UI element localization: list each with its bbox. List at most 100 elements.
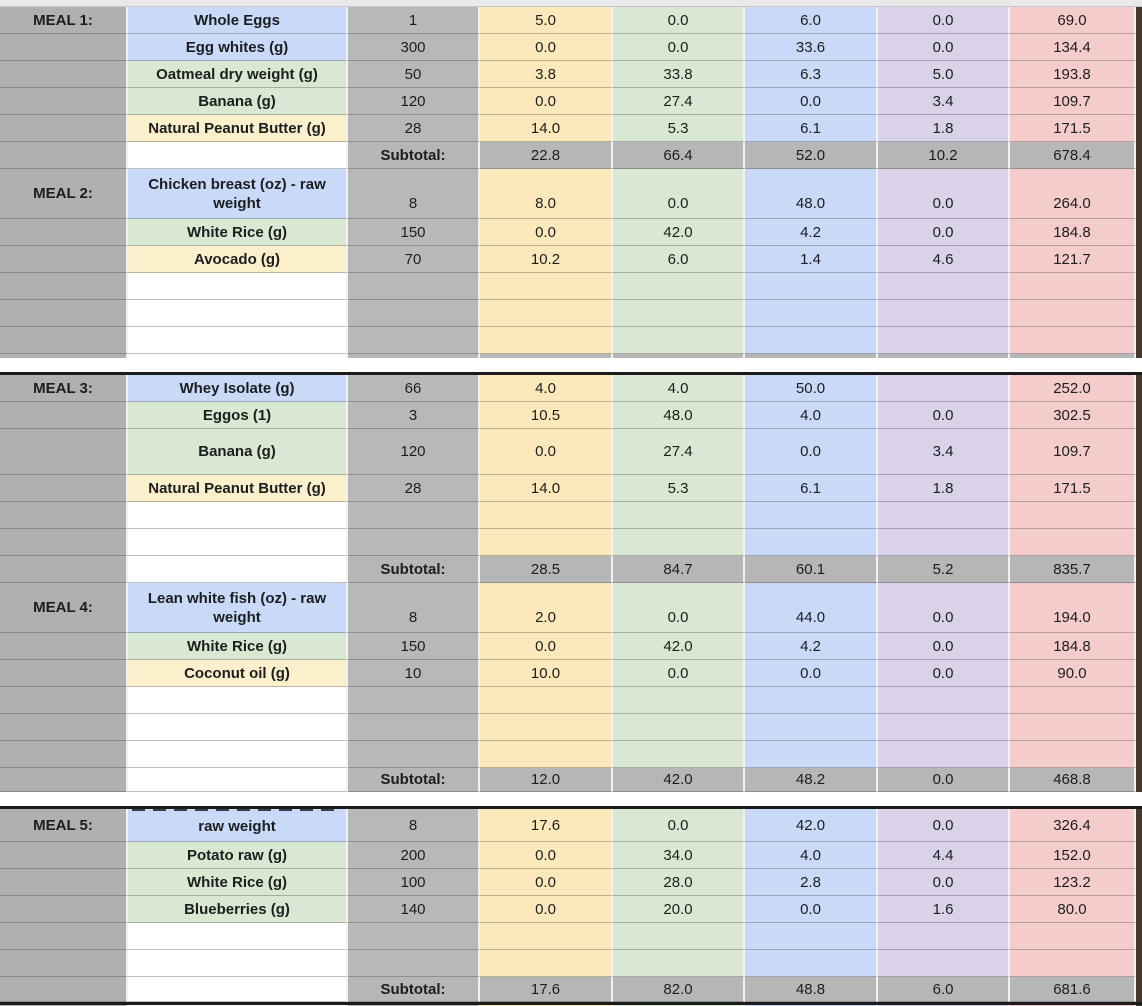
value-cell[interactable]: [480, 327, 613, 354]
value-cell[interactable]: 121.7: [1010, 246, 1136, 273]
meal-label-cell[interactable]: [0, 687, 128, 714]
value-cell[interactable]: [613, 300, 745, 327]
value-cell[interactable]: [745, 502, 878, 529]
quantity-cell[interactable]: [348, 300, 480, 327]
quantity-cell[interactable]: [348, 714, 480, 741]
value-cell[interactable]: [480, 687, 613, 714]
meal-label-cell[interactable]: [0, 977, 128, 1002]
value-cell[interactable]: [1010, 529, 1136, 556]
value-cell[interactable]: 2.8: [745, 869, 878, 896]
value-cell[interactable]: [480, 714, 613, 741]
value-cell[interactable]: 50.0: [745, 375, 878, 402]
value-cell[interactable]: 5.3: [613, 475, 745, 502]
food-item-cell[interactable]: raw weight: [128, 809, 348, 842]
value-cell[interactable]: [480, 741, 613, 768]
value-cell[interactable]: [480, 300, 613, 327]
food-item-cell[interactable]: [128, 327, 348, 354]
value-cell[interactable]: 14.0: [480, 115, 613, 142]
food-item-cell[interactable]: Coconut oil (g): [128, 660, 348, 687]
value-cell[interactable]: 4.0: [613, 375, 745, 402]
value-cell[interactable]: [745, 327, 878, 354]
quantity-cell[interactable]: 150: [348, 219, 480, 246]
value-cell[interactable]: 90.0: [1010, 660, 1136, 687]
value-cell[interactable]: 3.8: [480, 61, 613, 88]
value-cell[interactable]: 5.0: [878, 61, 1010, 88]
subtotal-value-cell[interactable]: 52.0: [745, 142, 878, 169]
subtotal-value-cell[interactable]: 42.0: [613, 768, 745, 792]
meal-label-cell[interactable]: [0, 502, 128, 529]
subtotal-value-cell[interactable]: 17.6: [480, 977, 613, 1002]
value-cell[interactable]: 20.0: [613, 896, 745, 923]
meal-label-cell[interactable]: [0, 88, 128, 115]
value-cell[interactable]: [878, 741, 1010, 768]
value-cell[interactable]: 193.8: [1010, 61, 1136, 88]
meal-label-cell[interactable]: MEAL 1:: [0, 7, 128, 34]
value-cell[interactable]: 4.0: [745, 402, 878, 429]
value-cell[interactable]: [878, 300, 1010, 327]
quantity-cell[interactable]: 120: [348, 88, 480, 115]
value-cell[interactable]: [613, 502, 745, 529]
value-cell[interactable]: 48.0: [745, 169, 878, 219]
subtotal-label-cell[interactable]: Subtotal:: [348, 142, 480, 169]
value-cell[interactable]: 0.0: [613, 660, 745, 687]
value-cell[interactable]: 27.4: [613, 429, 745, 475]
value-cell[interactable]: 3.4: [878, 429, 1010, 475]
meal-label-cell[interactable]: [0, 529, 128, 556]
meal-label-cell[interactable]: [0, 300, 128, 327]
food-item-cell[interactable]: White Rice (g): [128, 633, 348, 660]
subtotal-value-cell[interactable]: 82.0: [613, 977, 745, 1002]
quantity-cell[interactable]: 300: [348, 34, 480, 61]
subtotal-value-cell[interactable]: 5.2: [878, 556, 1010, 583]
quantity-cell[interactable]: 28: [348, 475, 480, 502]
subtotal-value-cell[interactable]: 6.0: [878, 977, 1010, 1002]
value-cell[interactable]: 6.3: [745, 61, 878, 88]
value-cell[interactable]: 109.7: [1010, 88, 1136, 115]
food-item-cell[interactable]: [128, 768, 348, 792]
meal-label-cell[interactable]: [0, 402, 128, 429]
value-cell[interactable]: [745, 741, 878, 768]
food-item-cell[interactable]: [128, 529, 348, 556]
value-cell[interactable]: 0.0: [480, 429, 613, 475]
value-cell[interactable]: 0.0: [480, 633, 613, 660]
value-cell[interactable]: 5.3: [613, 115, 745, 142]
quantity-cell[interactable]: 150: [348, 633, 480, 660]
value-cell[interactable]: 252.0: [1010, 375, 1136, 402]
value-cell[interactable]: 5.0: [480, 7, 613, 34]
value-cell[interactable]: 10.0: [480, 660, 613, 687]
value-cell[interactable]: [1010, 273, 1136, 300]
value-cell[interactable]: [878, 529, 1010, 556]
meal-label-cell[interactable]: [0, 923, 128, 950]
value-cell[interactable]: [878, 950, 1010, 977]
quantity-cell[interactable]: 10: [348, 660, 480, 687]
value-cell[interactable]: 10.2: [480, 246, 613, 273]
value-cell[interactable]: [613, 950, 745, 977]
value-cell[interactable]: [745, 300, 878, 327]
value-cell[interactable]: 34.0: [613, 842, 745, 869]
meal-label-cell[interactable]: [0, 273, 128, 300]
meal-label-cell[interactable]: [0, 115, 128, 142]
subtotal-value-cell[interactable]: 48.2: [745, 768, 878, 792]
quantity-cell[interactable]: 140: [348, 896, 480, 923]
value-cell[interactable]: [745, 687, 878, 714]
value-cell[interactable]: 0.0: [878, 660, 1010, 687]
value-cell[interactable]: 44.0: [745, 583, 878, 633]
value-cell[interactable]: [480, 502, 613, 529]
value-cell[interactable]: [480, 950, 613, 977]
value-cell[interactable]: 48.0: [613, 402, 745, 429]
value-cell[interactable]: 0.0: [745, 896, 878, 923]
food-item-cell[interactable]: Eggos (1): [128, 402, 348, 429]
value-cell[interactable]: 2.0: [480, 583, 613, 633]
meal-label-cell[interactable]: MEAL 4:: [0, 583, 128, 633]
food-item-cell[interactable]: Lean white fish (oz) - raw weight: [128, 583, 348, 633]
value-cell[interactable]: 0.0: [480, 88, 613, 115]
value-cell[interactable]: 6.1: [745, 475, 878, 502]
meal-label-cell[interactable]: [0, 142, 128, 169]
subtotal-value-cell[interactable]: 48.8: [745, 977, 878, 1002]
subtotal-label-cell[interactable]: Subtotal:: [348, 556, 480, 583]
value-cell[interactable]: 4.4: [878, 842, 1010, 869]
value-cell[interactable]: 0.0: [878, 869, 1010, 896]
value-cell[interactable]: [745, 273, 878, 300]
food-item-cell[interactable]: Natural Peanut Butter (g): [128, 115, 348, 142]
quantity-cell[interactable]: 66: [348, 375, 480, 402]
quantity-cell[interactable]: 3: [348, 402, 480, 429]
